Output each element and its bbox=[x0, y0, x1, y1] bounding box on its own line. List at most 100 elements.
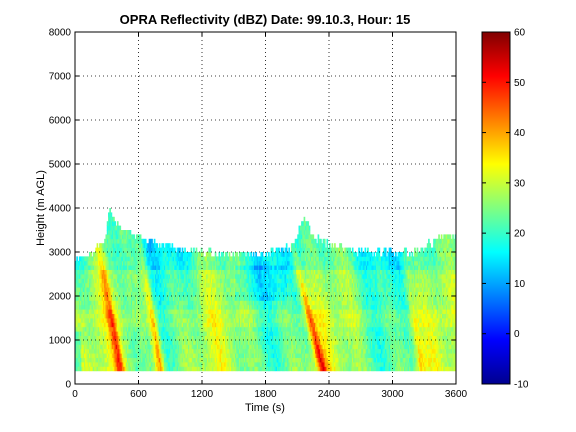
heatmap-cell bbox=[222, 318, 224, 323]
heatmap-cell bbox=[282, 326, 284, 332]
heatmap-cell bbox=[182, 282, 185, 288]
heatmap-cell bbox=[186, 265, 189, 270]
heatmap-cell bbox=[256, 362, 259, 367]
heatmap-cell bbox=[90, 291, 92, 297]
heatmap-cell bbox=[110, 278, 113, 284]
heatmap-cell bbox=[172, 309, 175, 314]
heatmap-cell bbox=[124, 296, 127, 301]
heatmap-cell bbox=[268, 318, 270, 323]
heatmap-cell bbox=[241, 256, 244, 262]
heatmap-cell bbox=[77, 348, 80, 354]
heatmap-cell bbox=[182, 300, 185, 306]
heatmap-cell bbox=[224, 313, 227, 319]
heatmap-cell bbox=[185, 274, 188, 279]
heatmap-cell bbox=[236, 265, 238, 270]
heatmap-cell bbox=[207, 252, 209, 257]
heatmap-cell bbox=[262, 256, 265, 262]
heatmap-cell bbox=[157, 322, 160, 328]
heatmap-cell bbox=[251, 353, 254, 358]
heatmap-cell bbox=[76, 265, 78, 270]
heatmap-cell bbox=[262, 282, 265, 288]
heatmap-cell bbox=[260, 282, 263, 288]
heatmap-cell bbox=[141, 353, 143, 358]
heatmap-cell bbox=[175, 344, 177, 350]
heatmap-cell bbox=[157, 269, 160, 275]
heatmap-cell bbox=[96, 282, 99, 288]
heatmap-cell bbox=[279, 366, 282, 372]
heatmap-cell bbox=[273, 269, 275, 275]
heatmap-cell bbox=[165, 344, 167, 350]
heatmap-cell bbox=[105, 247, 108, 253]
heatmap-cell bbox=[147, 335, 150, 341]
heatmap-cell bbox=[209, 357, 212, 363]
heatmap-cell bbox=[138, 243, 141, 248]
heatmap-cell bbox=[177, 300, 180, 306]
heatmap-cell bbox=[235, 331, 237, 336]
heatmap-cell bbox=[179, 335, 181, 341]
heatmap-cell bbox=[160, 357, 162, 363]
heatmap-cell bbox=[273, 326, 275, 332]
heatmap-cell bbox=[104, 353, 106, 358]
heatmap-cell bbox=[175, 269, 177, 275]
heatmap-cell bbox=[189, 304, 191, 310]
heatmap-cell bbox=[176, 278, 179, 284]
heatmap-cell bbox=[149, 366, 152, 372]
heatmap-cell bbox=[252, 366, 255, 372]
heatmap-cell bbox=[104, 362, 106, 367]
heatmap-cell bbox=[166, 291, 169, 297]
heatmap-cell bbox=[180, 296, 183, 301]
heatmap-cell bbox=[289, 366, 292, 372]
heatmap-cell bbox=[268, 300, 270, 306]
heatmap-cell bbox=[285, 247, 288, 253]
heatmap-cell bbox=[237, 260, 240, 266]
heatmap-cell bbox=[289, 304, 292, 310]
heatmap-cell bbox=[194, 252, 197, 257]
heatmap-cell bbox=[116, 274, 119, 279]
heatmap-cell bbox=[219, 313, 222, 319]
heatmap-cell bbox=[137, 238, 139, 244]
heatmap-cell bbox=[87, 344, 90, 350]
heatmap-cell bbox=[179, 265, 181, 270]
heatmap-cell bbox=[203, 335, 205, 341]
heatmap-cell bbox=[116, 309, 119, 314]
heatmap-cell bbox=[106, 278, 109, 284]
heatmap-cell bbox=[116, 326, 119, 332]
heatmap-cell bbox=[181, 335, 184, 341]
heatmap-cell bbox=[177, 357, 180, 363]
heatmap-cell bbox=[152, 309, 155, 314]
heatmap-cell bbox=[149, 304, 152, 310]
heatmap-cell bbox=[214, 344, 217, 350]
heatmap-cell bbox=[240, 335, 242, 341]
heatmap-cell bbox=[241, 331, 244, 336]
heatmap-cell bbox=[172, 326, 175, 332]
heatmap-cell bbox=[205, 291, 208, 297]
heatmap-cell bbox=[227, 291, 230, 297]
heatmap-cell bbox=[104, 335, 106, 341]
heatmap-cell bbox=[149, 260, 152, 266]
heatmap-cell bbox=[87, 291, 90, 297]
heatmap-cell bbox=[188, 252, 190, 257]
heatmap-cell bbox=[275, 291, 278, 297]
heatmap-cell bbox=[293, 322, 296, 328]
heatmap-cell bbox=[124, 278, 127, 284]
heatmap-cell bbox=[246, 252, 249, 257]
heatmap-cell bbox=[276, 348, 279, 354]
heatmap-cell bbox=[188, 331, 190, 336]
heatmap-cell bbox=[134, 265, 137, 270]
heatmap-cell bbox=[153, 344, 156, 350]
heatmap-cell bbox=[260, 366, 263, 372]
heatmap-cell bbox=[155, 348, 157, 354]
heatmap-cell bbox=[119, 326, 122, 332]
heatmap-cell bbox=[207, 353, 209, 358]
heatmap-cell bbox=[101, 362, 104, 367]
heatmap-cell bbox=[285, 300, 288, 306]
heatmap-cell bbox=[287, 278, 289, 284]
heatmap-cell bbox=[127, 278, 129, 284]
heatmap-cell bbox=[191, 260, 194, 266]
heatmap-cell bbox=[182, 340, 185, 345]
heatmap-cell bbox=[200, 282, 203, 288]
heatmap-cell bbox=[125, 357, 128, 363]
heatmap-cell bbox=[252, 348, 255, 354]
heatmap-cell bbox=[181, 256, 184, 262]
heatmap-cell bbox=[78, 357, 81, 363]
